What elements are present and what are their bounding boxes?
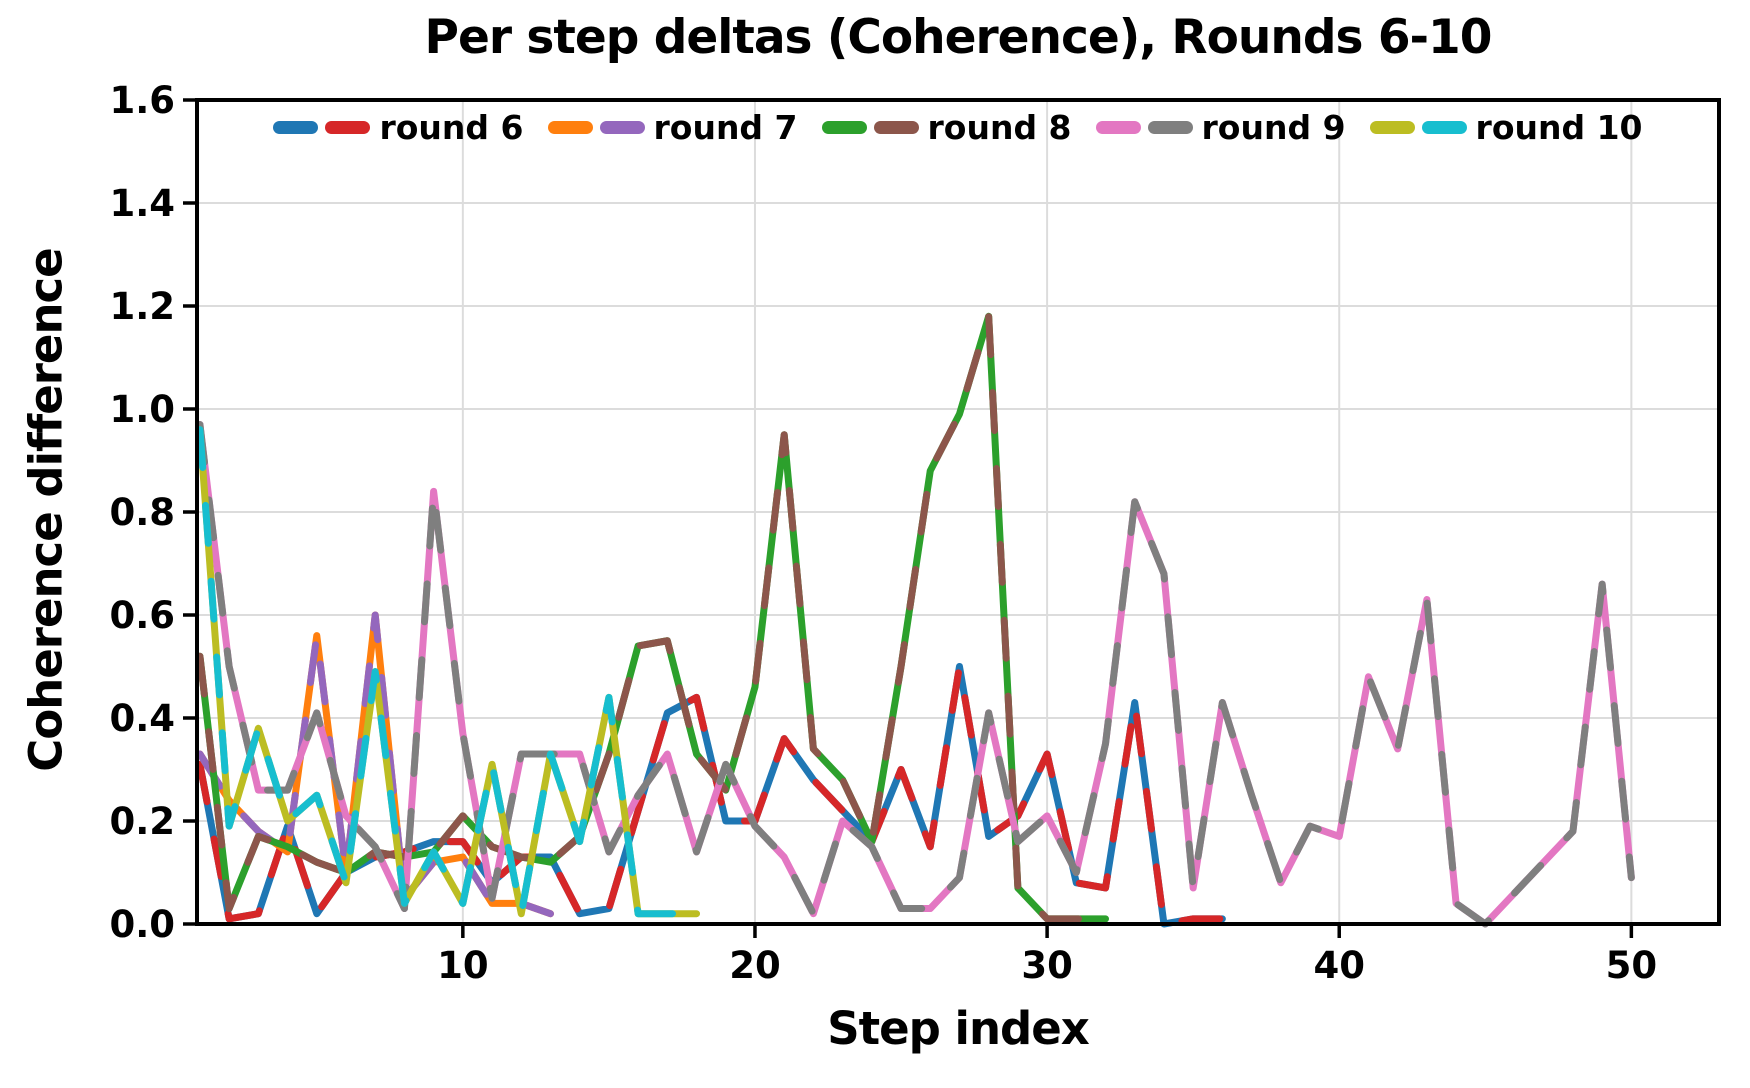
legend: round 6 round 7 round 8 round 9 round 10 xyxy=(197,104,1719,150)
x-tick-label: 10 xyxy=(437,944,489,987)
y-tick-label: 1.4 xyxy=(109,182,175,225)
legend-entry-round-9: round 9 xyxy=(1095,107,1346,147)
chart-title: Per step deltas (Coherence), Rounds 6-10 xyxy=(424,10,1493,65)
series-line-b-3 xyxy=(196,312,1110,923)
legend-entry-round-7: round 7 xyxy=(547,107,798,147)
y-tick-label: 0.6 xyxy=(109,594,175,637)
legend-dash-icon xyxy=(547,120,593,134)
x-tick-label: 30 xyxy=(1021,944,1073,987)
legend-dash-icon xyxy=(821,120,867,134)
legend-dash-icon xyxy=(1369,120,1415,134)
x-tick-label: 50 xyxy=(1606,944,1658,987)
y-tick-label: 1.6 xyxy=(109,79,175,122)
legend-dash-icon xyxy=(599,120,645,134)
legend-dash-icon xyxy=(325,120,371,134)
x-axis-label: Step index xyxy=(827,1002,1090,1055)
legend-dash-icon xyxy=(273,120,319,134)
legend-label: round 6 xyxy=(379,107,524,147)
y-tick-label: 1.0 xyxy=(109,388,175,431)
series-line-b-1 xyxy=(196,663,1226,928)
x-tick-label: 20 xyxy=(729,944,781,987)
y-tick-label: 1.2 xyxy=(109,285,175,328)
y-tick-label: 0.8 xyxy=(109,491,175,534)
legend-dash-icon xyxy=(1095,120,1141,134)
legend-dash-icon xyxy=(873,120,919,134)
y-tick-label: 0.2 xyxy=(109,800,175,843)
legend-label: round 7 xyxy=(653,107,798,147)
series-line-b-2 xyxy=(196,611,554,918)
y-tick-label: 0.4 xyxy=(109,697,175,740)
legend-label: round 9 xyxy=(1201,107,1346,147)
legend-label: round 10 xyxy=(1475,107,1643,147)
x-tick-label: 40 xyxy=(1313,944,1365,987)
legend-entry-round-8: round 8 xyxy=(821,107,1072,147)
legend-label: round 8 xyxy=(927,107,1072,147)
legend-dash-icon xyxy=(1421,120,1467,134)
legend-entry-round-10: round 10 xyxy=(1369,107,1643,147)
series-line-a-5 xyxy=(196,426,701,918)
series-line-b-4 xyxy=(196,420,1635,928)
y-tick-label: 0.0 xyxy=(109,903,175,946)
legend-entry-round-6: round 6 xyxy=(273,107,524,147)
legend-dash-icon xyxy=(1147,120,1193,134)
